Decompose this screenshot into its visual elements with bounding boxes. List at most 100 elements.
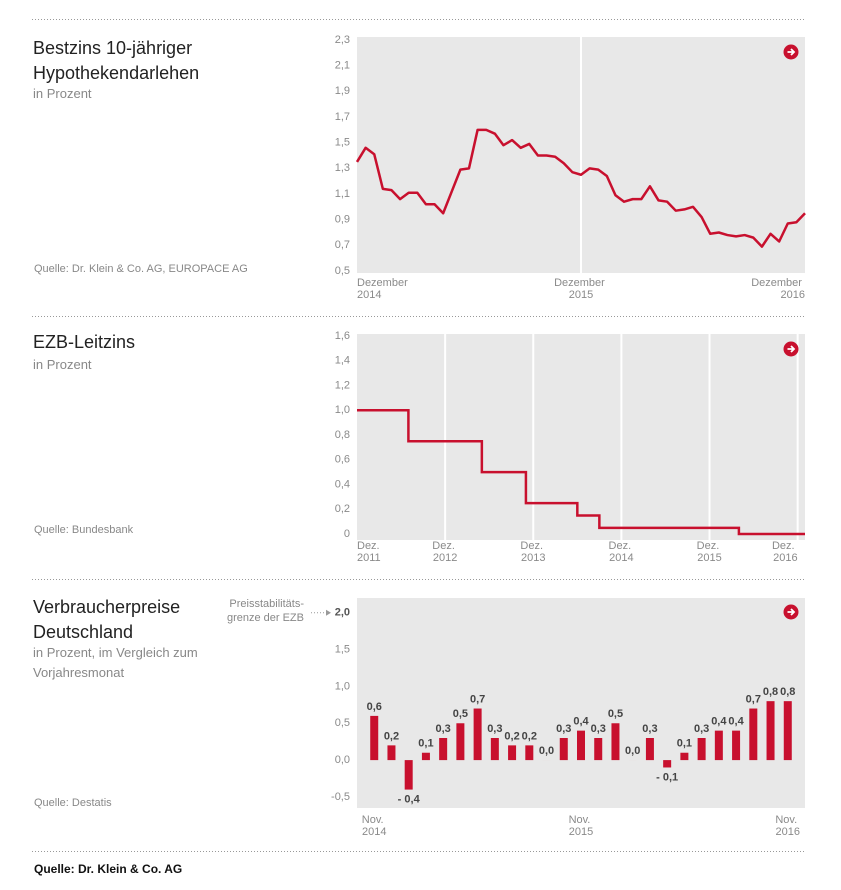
x-tick-label: Dez. 2014: [609, 540, 635, 564]
y-tick-label: 1,4: [335, 355, 350, 367]
value-label: 0,3: [591, 723, 606, 735]
bar: [577, 730, 585, 761]
link-icon-arrow: [787, 345, 796, 353]
bar: [783, 701, 792, 761]
value-label: 0,8: [780, 686, 795, 698]
plot-background: [357, 598, 805, 808]
value-label: 0,5: [453, 708, 468, 720]
plot-background: [357, 334, 805, 540]
y-tick-label: 1,7: [335, 111, 350, 123]
bar: [594, 738, 603, 761]
bar: [766, 701, 775, 761]
value-label: 0,8: [763, 686, 778, 698]
bar: [387, 745, 396, 761]
annotation-arrowhead: [326, 609, 331, 616]
line-series: [357, 409, 805, 536]
bar: [714, 730, 723, 761]
y-tick-label: 0,9: [335, 214, 350, 226]
y-tick-label: 1,3: [335, 162, 350, 174]
source: Quelle: Dr. Klein & Co. AG, EUROPACE AG: [34, 263, 248, 275]
y-tick-label: 1,0: [335, 680, 350, 692]
y-tick-label: 2,1: [335, 60, 350, 72]
x-tick-label: Dez. 2015: [697, 540, 723, 564]
value-label: 0,0: [539, 745, 554, 757]
y-tick-label: 0,5: [335, 717, 350, 729]
y-tick-label: 1,5: [335, 137, 350, 149]
value-label: 0,6: [367, 701, 382, 713]
x-tick-label: Dezember 2016: [751, 277, 805, 301]
link-icon-arrow: [787, 48, 796, 56]
bar: [473, 708, 482, 761]
value-label: 0,3: [694, 723, 709, 735]
y-tick-label: 1,0: [335, 404, 350, 416]
y-tick-label: 1,6: [335, 330, 350, 342]
bar: [645, 738, 654, 761]
chart-title: EZB-Leitzins: [33, 332, 136, 352]
x-tick-label: Dez. 2012: [432, 540, 458, 564]
link-icon[interactable]: [783, 341, 799, 357]
bar: [559, 738, 568, 761]
value-label: 0,4: [728, 716, 744, 728]
bar: [525, 745, 534, 761]
y-tick-label: 0,8: [335, 429, 350, 441]
chart-subtitle: in Prozent, im Vergleich zum Vorjahresmo…: [33, 645, 198, 680]
value-label: - 0,1: [656, 771, 678, 783]
bar: [611, 723, 620, 761]
bar: [732, 730, 741, 761]
chart-subtitle: in Prozent: [33, 86, 92, 101]
y-tick-label: 0,4: [335, 478, 350, 490]
y-tick-label: 2,3: [335, 34, 350, 46]
chart-title: Bestzins 10-jähriger Hypothekendarlehen: [33, 38, 200, 83]
x-tick-label: Dez. 2011: [357, 540, 383, 564]
bar: [749, 708, 758, 761]
value-label: 0,3: [487, 723, 502, 735]
value-label: 0,0: [625, 745, 640, 757]
chart-title: Verbraucherpreise Deutschland: [33, 597, 181, 642]
bar: [663, 760, 672, 768]
x-tick-label: Nov. 2015: [569, 814, 594, 838]
value-label: 0,4: [711, 716, 727, 728]
value-label: 0,3: [436, 723, 451, 735]
link-icon-arrow: [787, 608, 796, 616]
y-tick-label: -0,5: [331, 791, 350, 803]
x-tick-label: Dezember 2015: [554, 277, 608, 301]
y-tick-label: 0,0: [335, 754, 350, 766]
footer-source: Quelle: Dr. Klein & Co. AG: [34, 862, 183, 876]
y-tick-label: 1,2: [335, 379, 350, 391]
x-tick-label: Dez. 2016: [772, 540, 798, 564]
value-label: 0,7: [746, 693, 761, 705]
link-icon[interactable]: [783, 44, 799, 60]
bar: [439, 738, 448, 761]
value-label: 0,3: [642, 723, 657, 735]
y-tick-label: 0,5: [335, 265, 350, 277]
bar: [456, 723, 465, 761]
value-label: 0,2: [384, 730, 399, 742]
value-label: 0,1: [677, 738, 692, 750]
value-label: 0,2: [522, 730, 537, 742]
bar: [490, 738, 499, 761]
bar: [697, 738, 706, 761]
chart-subtitle: in Prozent: [33, 357, 92, 372]
x-tick-label: Nov. 2014: [362, 814, 387, 838]
bar: [680, 752, 689, 761]
value-label: 0,2: [504, 730, 519, 742]
line-series: [355, 128, 806, 248]
y-tick-label: 0: [344, 528, 350, 540]
value-label: - 0,4: [398, 793, 421, 805]
y-tick-label: 1,5: [335, 643, 350, 655]
y-tick-label: 1,9: [335, 85, 350, 97]
y-tick-label: 0,2: [335, 503, 350, 515]
x-tick-label: Dezember 2014: [357, 277, 411, 301]
y-tick-label: 1,1: [335, 188, 350, 200]
value-label: 0,7: [470, 693, 485, 705]
y-tick-label: 2,0: [335, 607, 350, 619]
bar: [421, 752, 430, 761]
value-label: 0,4: [573, 716, 589, 728]
link-icon[interactable]: [783, 604, 799, 620]
source: Quelle: Bundesbank: [34, 524, 134, 536]
source: Quelle: Destatis: [34, 797, 112, 809]
bar: [404, 760, 413, 790]
value-label: 0,3: [556, 723, 571, 735]
